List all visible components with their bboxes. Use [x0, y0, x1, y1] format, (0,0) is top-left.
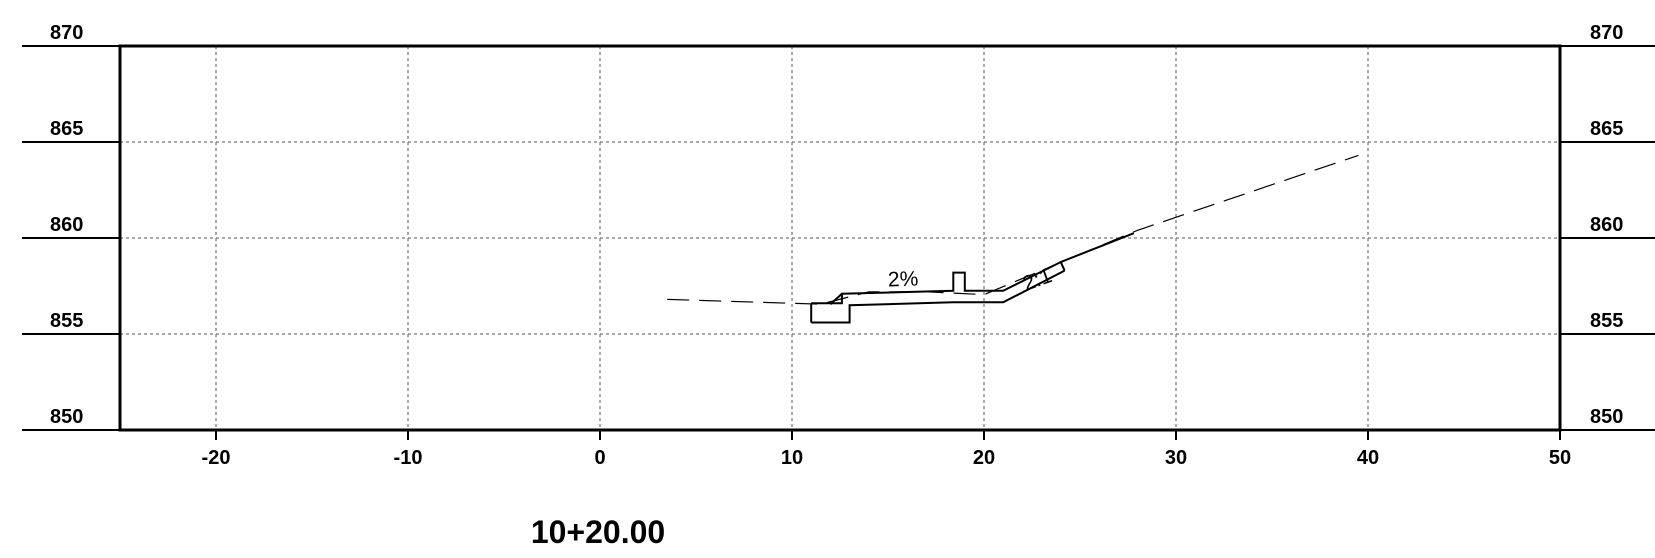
grid [120, 46, 1560, 430]
existing-ground [667, 154, 1359, 305]
slope-annotation: 2% [888, 267, 919, 291]
slope-annotation: 2:1 [1020, 264, 1055, 296]
x-tick-label: 20 [973, 447, 995, 469]
y-tick-label-left: 860 [50, 214, 83, 236]
y-tick-label-right: 850 [1590, 406, 1623, 428]
plot-frame [22, 44, 1655, 440]
x-tick-label: -20 [202, 447, 231, 469]
x-tick-label: 10 [781, 447, 803, 469]
section-curb-diagonal [829, 292, 843, 305]
y-tick-label-left: 855 [50, 310, 83, 332]
existing-ground-line [667, 154, 1359, 305]
y-tick-label-left: 865 [50, 118, 83, 140]
section-bottom-surface [811, 269, 1066, 324]
x-tick-label: 0 [594, 447, 605, 469]
x-tick-label: 50 [1549, 447, 1571, 469]
y-tick-label-left: 850 [50, 406, 83, 428]
section-right-edge [1059, 261, 1066, 272]
y-tick-label-right: 870 [1590, 22, 1623, 44]
section-top-surface [811, 232, 1135, 305]
axis-labels: -20 -10 0 10 20 30 40 50 850 850 855 855 860 860 865 86… [50, 22, 1623, 469]
y-tick-label-right: 855 [1590, 310, 1623, 332]
x-tick-label: 40 [1357, 447, 1379, 469]
y-tick-label-right: 860 [1590, 214, 1623, 236]
station-label: 10+20.00 [531, 514, 665, 550]
y-tick-label-left: 870 [50, 22, 83, 44]
x-tick-label: -10 [394, 447, 423, 469]
proposed-section [810, 232, 1135, 324]
plot-border [118, 44, 1562, 432]
y-tick-label-right: 865 [1590, 118, 1623, 140]
x-tick-label: 30 [1165, 447, 1187, 469]
